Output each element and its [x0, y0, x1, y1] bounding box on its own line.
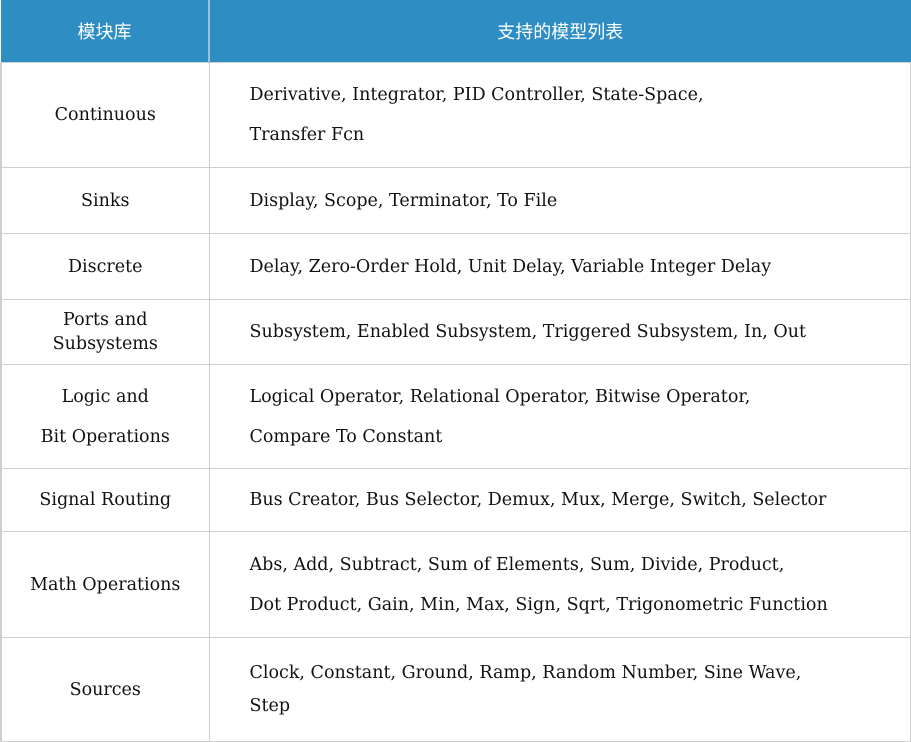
library-name: Bit Operations	[40, 426, 170, 447]
library-name: Continuous	[54, 105, 156, 125]
models-line: Dot Product, Gain, Min, Max, Sign, Sqrt,…	[249, 594, 828, 615]
models-cell: Abs, Add, Subtract, Sum of Elements, Sum…	[208, 531, 911, 638]
header-models: 支持的模型列表	[209, 0, 911, 63]
library-name: Sources	[69, 679, 141, 700]
models-cell: Bus Creator, Bus Selector, Demux, Mux, M…	[208, 468, 911, 532]
table-row: Continuous Derivative, Integrator, PID Co…	[0, 62, 911, 168]
library-name: Logic and	[61, 386, 149, 407]
models-line: Clock, Constant, Ground, Ramp, Random Nu…	[249, 662, 802, 683]
table-row: Math Operations Abs, Add, Subtract, Sum o…	[0, 531, 911, 638]
models-cell: Derivative, Integrator, PID Controller, …	[208, 62, 911, 168]
library-name: Math Operations	[30, 574, 181, 595]
models-cell: Clock, Constant, Ground, Ramp, Random Nu…	[208, 637, 911, 742]
models-line: Delay, Zero-Order Hold, Unit Delay, Vari…	[249, 256, 772, 277]
table-row: Discrete Delay, Zero-Order Hold, Unit Del…	[0, 233, 911, 300]
library-cell: Math Operations	[0, 531, 210, 638]
models-cell: Delay, Zero-Order Hold, Unit Delay, Vari…	[208, 233, 911, 300]
models-line: Derivative, Integrator, PID Controller, …	[249, 85, 704, 105]
library-name: Sinks	[81, 190, 130, 211]
models-cell: Display, Scope, Terminator, To File	[208, 167, 911, 234]
table-row: Ports and Subsystems Subsystem, Enabled Su…	[0, 299, 911, 365]
library-cell: Signal Routing	[0, 468, 210, 532]
library-name: Signal Routing	[39, 490, 172, 510]
models-cell: Logical Operator, Relational Operator, B…	[208, 364, 911, 469]
header-library: 模块库	[1, 0, 210, 63]
models-line: Abs, Add, Subtract, Sum of Elements, Sum…	[249, 554, 785, 575]
models-line: Step	[249, 695, 291, 716]
library-name: Subsystems	[52, 334, 158, 354]
header-row: 模块库 支持的模型列表	[1, 0, 911, 63]
library-name: Discrete	[67, 256, 143, 277]
models-line: Logical Operator, Relational Operator, B…	[249, 386, 751, 407]
models-line: Subsystem, Enabled Subsystem, Triggered …	[249, 322, 807, 342]
table-row: Sinks Display, Scope, Terminator, To File	[0, 167, 911, 234]
library-cell: Sources	[0, 637, 210, 742]
library-cell: Continuous	[0, 62, 210, 168]
table-row: Signal Routing Bus Creator, Bus Selector,…	[0, 468, 911, 532]
library-cell: Ports and Subsystems	[0, 299, 210, 365]
library-name: Ports and	[63, 310, 148, 330]
models-line: Display, Scope, Terminator, To File	[249, 190, 558, 211]
library-cell: Sinks	[0, 167, 210, 234]
table-row: Logic and Bit Operations Logical Operator,…	[0, 364, 911, 469]
table-row: Sources Clock, Constant, Ground, Ramp, Ra…	[0, 637, 911, 742]
models-line: Compare To Constant	[249, 426, 443, 447]
library-cell: Logic and Bit Operations	[0, 364, 210, 469]
models-line: Transfer Fcn	[249, 125, 365, 145]
models-cell: Subsystem, Enabled Subsystem, Triggered …	[208, 299, 911, 365]
library-cell: Discrete	[0, 233, 210, 300]
models-line: Bus Creator, Bus Selector, Demux, Mux, M…	[249, 490, 827, 510]
